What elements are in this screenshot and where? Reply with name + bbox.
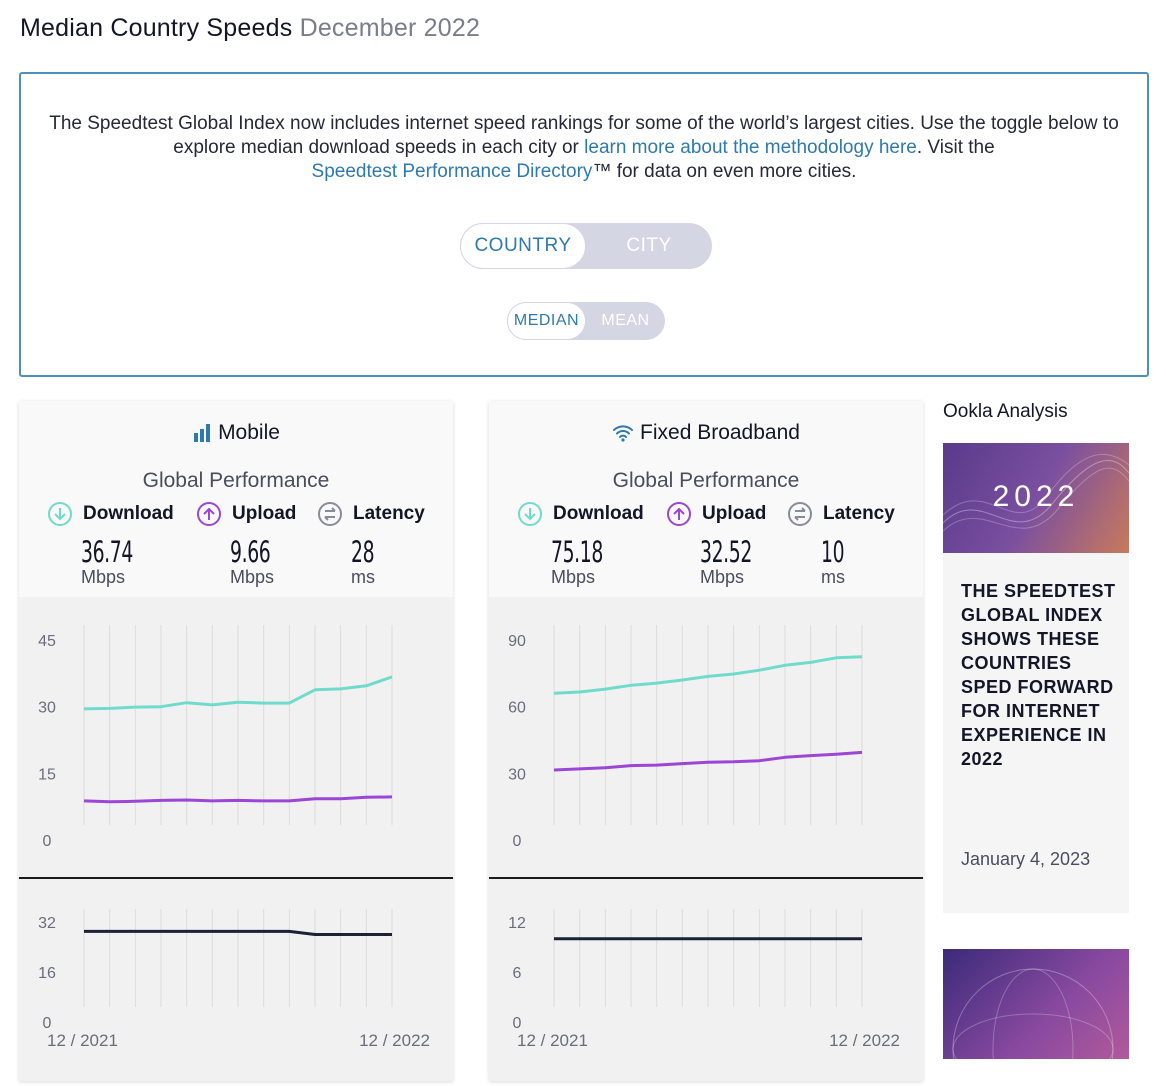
article-date: January 4, 2023 bbox=[961, 849, 1091, 869]
fixed-download-series-line bbox=[553, 655, 863, 695]
mobile-latency-unit: ms bbox=[351, 567, 375, 587]
country-city-toggle[interactable]: COUNTRY CITY bbox=[460, 223, 712, 269]
fixed-download-value: 75.18 bbox=[551, 535, 603, 569]
mobile-upload-unit: Mbps bbox=[230, 567, 275, 587]
fixed-upload-series-line bbox=[553, 750, 863, 772]
median-mean-toggle[interactable]: MEDIAN MEAN bbox=[507, 302, 665, 340]
ookla-analysis-heading: Ookla Analysis bbox=[943, 401, 1068, 422]
fixed-metrics: Download 75.18 Mbps Upload 32.52 Mbps La… bbox=[489, 501, 923, 591]
article-image[interactable]: 2022 bbox=[943, 443, 1129, 553]
fixed-latency-tick: 6 bbox=[513, 965, 522, 982]
performance-directory-link[interactable]: Speedtest Performance Directory bbox=[311, 161, 593, 182]
mobile-download-metric: Download 36.74 Mbps bbox=[47, 501, 174, 587]
notice-text-1: The Speedtest Global Index now includes … bbox=[49, 113, 1119, 158]
mobile-speed-tick: 15 bbox=[38, 766, 56, 783]
fixed-header: Fixed Broadband bbox=[489, 421, 923, 445]
mobile-x-end-label: 12 / 2022 bbox=[359, 1031, 430, 1050]
mobile-latency-tick: 0 bbox=[43, 1015, 52, 1032]
mobile-speed-tick: 0 bbox=[43, 833, 52, 850]
notice-text: The Speedtest Global Index now includes … bbox=[43, 112, 1125, 184]
fixed-upload-value: 32.52 bbox=[700, 535, 752, 569]
mobile-upload-metric: Upload 9.66 Mbps bbox=[196, 501, 297, 587]
mobile-header: Mobile bbox=[19, 421, 453, 445]
toggle-city[interactable]: CITY bbox=[626, 235, 672, 256]
toggle-median[interactable]: MEDIAN bbox=[507, 302, 586, 340]
article-title[interactable]: THE SPEEDTEST GLOBAL INDEX SHOWS THESE C… bbox=[961, 581, 1116, 769]
upload-arrow-icon bbox=[667, 502, 691, 526]
toggle-mean[interactable]: MEAN bbox=[601, 312, 650, 329]
page-title-date: December 2022 bbox=[299, 14, 481, 42]
upload-label: Upload bbox=[702, 503, 767, 524]
mobile-download-unit: Mbps bbox=[81, 567, 126, 587]
fixed-latency-metric: Latency 10 ms bbox=[787, 501, 895, 587]
mobile-upload-value: 9.66 bbox=[230, 535, 271, 569]
fixed-download-metric: Download 75.18 Mbps bbox=[517, 501, 644, 587]
mobile-latency-value: 28 bbox=[351, 535, 375, 569]
mobile-speed-tick: 30 bbox=[38, 700, 56, 717]
page-title-main: Median Country Speeds bbox=[20, 14, 293, 42]
fixed-latency-value: 10 bbox=[821, 535, 845, 569]
fixed-broadband-card: Fixed Broadband Global Performance Downl… bbox=[489, 401, 923, 1081]
mobile-title: Mobile bbox=[218, 421, 280, 444]
fixed-upload-metric: Upload 32.52 Mbps bbox=[666, 501, 767, 587]
fixed-x-start-label: 12 / 2021 bbox=[517, 1031, 588, 1050]
wave-graphic bbox=[943, 453, 1129, 532]
latency-label: Latency bbox=[353, 503, 425, 524]
fixed-speed-tick: 90 bbox=[508, 633, 526, 650]
page-title: Median Country Speeds December 2022 bbox=[20, 14, 480, 43]
download-arrow-icon bbox=[518, 502, 542, 526]
download-arrow-icon bbox=[48, 502, 72, 526]
download-label: Download bbox=[553, 503, 644, 524]
article-card[interactable]: 2022 THE SPEEDTEST GLOBAL INDEX SHOWS TH… bbox=[943, 443, 1129, 913]
mobile-x-start-label: 12 / 2021 bbox=[47, 1031, 118, 1050]
mobile-speed-tick: 45 bbox=[38, 633, 56, 650]
toggle-country[interactable]: COUNTRY bbox=[460, 223, 586, 269]
notice-text-3: ™ for data on even more cities. bbox=[592, 161, 857, 182]
notice-text-2: . Visit the bbox=[916, 137, 995, 158]
fixed-latency-tick: 0 bbox=[513, 1015, 522, 1032]
mobile-chart-area: 45 30 15 0 32 16 0 12 / 2021 12 / 2022 bbox=[19, 597, 453, 1081]
mobile-card: Mobile Global Performance Download 36.74… bbox=[19, 401, 453, 1081]
fixed-download-unit: Mbps bbox=[551, 567, 596, 587]
fixed-speed-tick: 0 bbox=[513, 833, 522, 850]
download-label: Download bbox=[83, 503, 174, 524]
mobile-download-series-line bbox=[83, 675, 393, 711]
mobile-latency-tick: 32 bbox=[38, 915, 56, 932]
fixed-x-end-label: 12 / 2022 bbox=[829, 1031, 900, 1050]
mobile-metrics: Download 36.74 Mbps Upload 9.66 Mbps Lat… bbox=[19, 501, 453, 591]
fixed-chart-area: 90 60 30 0 12 6 0 12 / 2021 12 / 2022 bbox=[489, 597, 923, 1081]
signal-bars-icon bbox=[194, 424, 211, 442]
upload-arrow-icon bbox=[197, 502, 221, 526]
latency-label: Latency bbox=[823, 503, 895, 524]
upload-label: Upload bbox=[232, 503, 297, 524]
global-performance-label: Global Performance bbox=[142, 469, 330, 492]
methodology-link[interactable]: learn more about the methodology here bbox=[584, 137, 917, 158]
fixed-upload-unit: Mbps bbox=[700, 567, 745, 587]
article-image-2[interactable] bbox=[943, 949, 1129, 1059]
article-image-text: 2022 bbox=[992, 480, 1080, 513]
fixed-latency-tick: 12 bbox=[508, 915, 526, 932]
mobile-download-value: 36.74 bbox=[81, 535, 133, 569]
fixed-speed-tick: 30 bbox=[508, 766, 526, 783]
mobile-latency-metric: Latency 28 ms bbox=[317, 501, 425, 587]
wifi-icon bbox=[613, 425, 634, 442]
globe-graphic bbox=[952, 968, 1114, 1059]
mobile-latency-tick: 16 bbox=[38, 965, 56, 982]
fixed-speed-tick: 60 bbox=[508, 700, 526, 717]
fixed-title: Fixed Broadband bbox=[640, 421, 800, 444]
latency-icon bbox=[318, 502, 342, 526]
global-performance-label: Global Performance bbox=[612, 469, 800, 492]
latency-icon bbox=[788, 502, 812, 526]
mobile-upload-series-line bbox=[83, 795, 393, 804]
city-notice: The Speedtest Global Index now includes … bbox=[19, 72, 1149, 377]
fixed-latency-unit: ms bbox=[821, 567, 845, 587]
mobile-latency-series-line bbox=[84, 929, 392, 936]
